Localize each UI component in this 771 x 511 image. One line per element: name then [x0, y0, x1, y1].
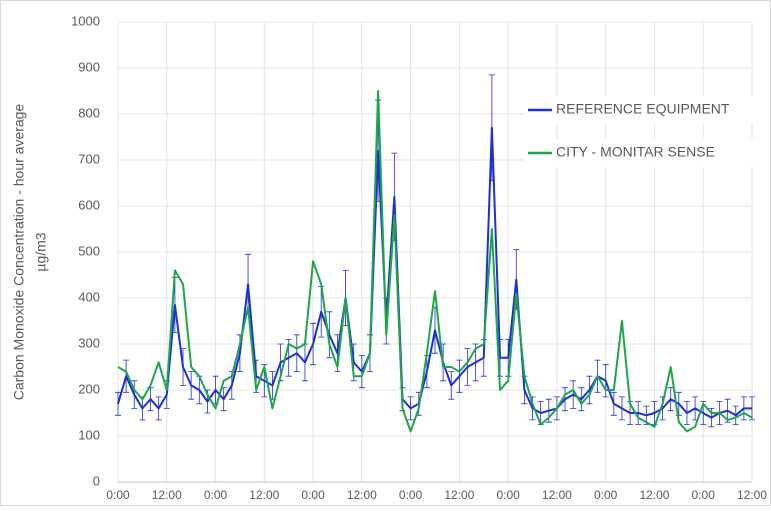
x-tick-label: 12:00 — [347, 488, 377, 502]
x-tick-label: 0:00 — [301, 488, 325, 502]
x-tick-label: 0:00 — [106, 488, 130, 502]
legend-label: CITY - MONITAR SENSE — [556, 144, 715, 160]
x-tick-label: 12:00 — [152, 488, 182, 502]
y-tick-label: 900 — [78, 59, 100, 74]
series-line — [117, 126, 752, 419]
y-tick-label: 600 — [78, 197, 100, 212]
x-tick-label: 0:00 — [399, 488, 423, 502]
series-line — [117, 90, 753, 433]
y-tick-label: 400 — [78, 289, 100, 304]
y-tick-label: 1000 — [71, 13, 100, 28]
legend-bg — [524, 139, 756, 167]
y-tick-label: 0 — [93, 473, 100, 488]
x-tick-label: 0:00 — [204, 488, 228, 502]
x-tick-label: 0:00 — [594, 488, 618, 502]
legend-label: REFERENCE EQUIPMENT — [556, 101, 730, 117]
y-tick-label: 700 — [78, 151, 100, 166]
x-tick-label: 0:00 — [496, 488, 520, 502]
x-tick-label: 12:00 — [444, 488, 474, 502]
y-axis-label-unit: µg/m3 — [33, 232, 49, 271]
x-tick-label: 12:00 — [249, 488, 279, 502]
y-tick-label: 800 — [78, 105, 100, 120]
legend-bg — [524, 96, 756, 124]
y-tick-label: 100 — [78, 427, 100, 442]
y-tick-label: 300 — [78, 335, 100, 350]
x-tick-label: 12:00 — [639, 488, 669, 502]
x-tick-label: 0:00 — [692, 488, 716, 502]
y-tick-label: 500 — [78, 243, 100, 258]
y-axis-label: Carbon Monoxide Concentration - hour ave… — [11, 104, 27, 401]
x-tick-label: 12:00 — [737, 488, 767, 502]
x-tick-label: 12:00 — [542, 488, 572, 502]
y-tick-label: 200 — [78, 381, 100, 396]
